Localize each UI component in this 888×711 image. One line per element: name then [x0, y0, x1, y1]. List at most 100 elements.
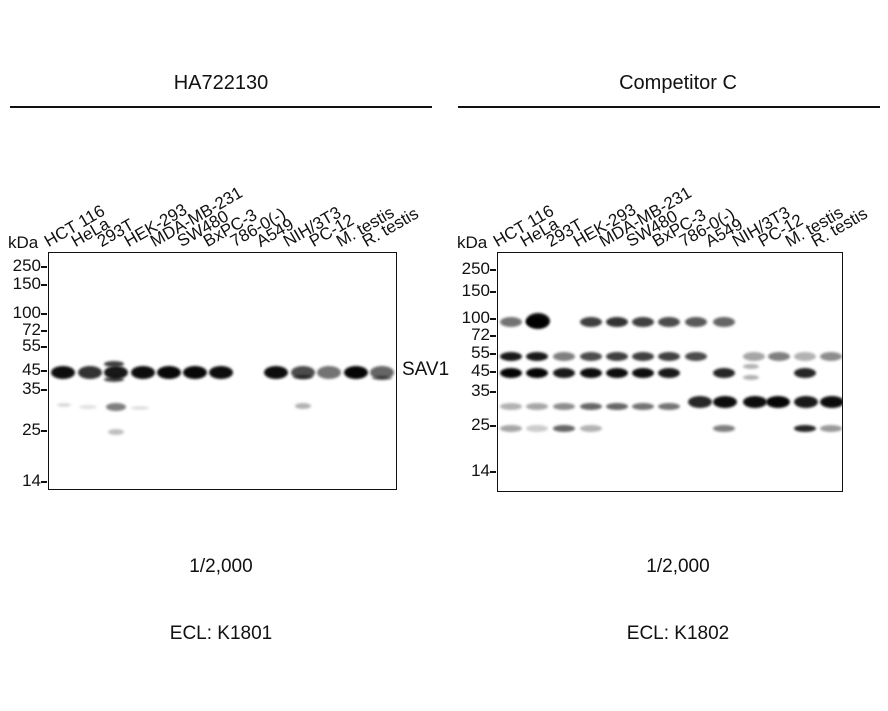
panel-1-blot	[48, 252, 397, 490]
marker-tick	[41, 389, 47, 391]
blot-band	[713, 368, 735, 378]
marker-tick	[490, 269, 496, 271]
blot-band	[553, 403, 575, 410]
blot-band	[183, 366, 207, 379]
marker-label: 100	[12, 303, 41, 322]
blot-band	[820, 352, 842, 361]
blot-band	[658, 403, 680, 410]
blot-band	[500, 317, 522, 327]
blot-band	[794, 352, 816, 361]
panel-2-rule	[458, 106, 880, 108]
blot-band	[632, 368, 654, 378]
marker-label: 150	[12, 274, 41, 293]
blot-band	[526, 368, 548, 378]
marker-label: 250	[461, 259, 490, 278]
blot-band	[743, 364, 759, 369]
marker-label: 14	[22, 471, 41, 490]
blot-band	[768, 352, 790, 361]
blot-band	[606, 368, 628, 378]
blot-band	[500, 425, 522, 432]
blot-band	[78, 366, 102, 379]
marker-label: 72	[471, 325, 490, 344]
blot-band	[372, 376, 392, 380]
marker-label: 55	[471, 343, 490, 362]
panel-1-dilution: 1/2,000	[189, 556, 253, 577]
marker-tick	[41, 346, 47, 348]
blot-band	[658, 352, 680, 361]
marker-label: 45	[22, 360, 41, 379]
blot-band	[632, 403, 654, 410]
marker-label: 35	[471, 381, 490, 400]
blot-band	[820, 425, 842, 432]
panel-1-kda-label: kDa	[8, 233, 39, 252]
marker-tick	[41, 370, 47, 372]
blot-band	[632, 352, 654, 361]
panel-2-kda-label: kDa	[457, 233, 488, 252]
blot-band	[104, 366, 128, 379]
target-band-label: SAV1	[402, 359, 450, 380]
marker-tick	[490, 425, 496, 427]
marker-label: 100	[461, 308, 490, 327]
blot-band	[209, 366, 233, 379]
blot-band	[685, 352, 707, 361]
blot-band	[157, 366, 181, 379]
blot-band	[104, 377, 124, 382]
blot-band	[500, 352, 522, 361]
blot-band	[264, 366, 288, 379]
marker-label: 25	[471, 415, 490, 434]
blot-band	[766, 396, 790, 408]
panel-2-ecl: ECL: K1802	[626, 623, 730, 644]
panel-1-rule	[10, 106, 432, 108]
blot-band	[632, 317, 654, 327]
panel-1-ecl: ECL: K1801	[169, 623, 273, 644]
blot-band	[131, 406, 149, 410]
marker-label: 25	[22, 420, 41, 439]
panel-2-title: Competitor C	[619, 72, 737, 94]
blot-band	[713, 425, 735, 432]
panel-2-blot	[497, 252, 843, 492]
blot-band	[295, 403, 311, 409]
blot-band	[553, 352, 575, 361]
marker-label: 55	[22, 336, 41, 355]
blot-band	[743, 396, 767, 408]
blot-band	[580, 352, 602, 361]
blot-band	[500, 368, 522, 378]
blot-band	[580, 368, 602, 378]
blot-band	[580, 403, 602, 410]
blot-band	[713, 396, 737, 408]
blot-band	[713, 317, 735, 327]
marker-tick	[490, 291, 496, 293]
marker-label: 250	[12, 256, 41, 275]
blot-band	[370, 366, 394, 379]
blot-band	[658, 368, 680, 378]
marker-tick	[41, 330, 47, 332]
marker-tick	[490, 353, 496, 355]
blot-band	[743, 352, 765, 361]
marker-label: 45	[471, 361, 490, 380]
blot-band	[794, 396, 818, 408]
blot-band	[794, 425, 816, 432]
marker-label: 14	[471, 461, 490, 480]
marker-tick	[490, 471, 496, 473]
blot-band	[526, 313, 550, 329]
marker-tick	[490, 318, 496, 320]
marker-tick	[41, 266, 47, 268]
marker-label: 150	[461, 281, 490, 300]
blot-band	[293, 375, 313, 379]
blot-band	[526, 403, 548, 410]
panel-2-dilution: 1/2,000	[646, 556, 710, 577]
marker-tick	[41, 313, 47, 315]
marker-tick	[490, 371, 496, 373]
marker-tick	[41, 430, 47, 432]
blot-band	[685, 317, 707, 327]
blot-band	[51, 366, 75, 379]
marker-tick	[490, 391, 496, 393]
panel-1-title: HA722130	[173, 72, 269, 94]
blot-band	[344, 366, 368, 379]
blot-band	[580, 425, 602, 432]
blot-band	[106, 403, 126, 411]
blot-band	[108, 429, 124, 435]
blot-band	[820, 396, 842, 408]
blot-band	[606, 403, 628, 410]
blot-band	[553, 368, 575, 378]
